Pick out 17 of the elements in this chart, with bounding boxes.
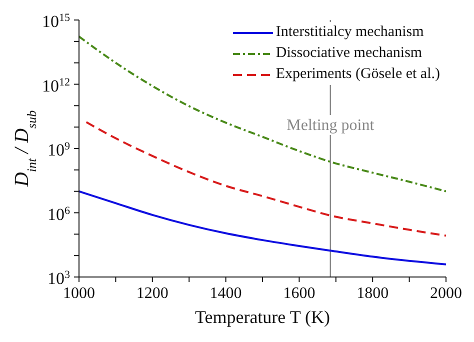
y-tick-label: 10$^{15}$ bbox=[42, 12, 70, 31]
x-tick-label: 1400 bbox=[210, 285, 242, 302]
x-tick-label: 1800 bbox=[356, 285, 389, 302]
legend-label: Interstitialcy mechanism bbox=[276, 23, 424, 42]
x-axis-title: Temperature T (K) bbox=[194, 307, 330, 327]
line-series bbox=[79, 190, 446, 266]
y-tick-label: 10$^{6}$ bbox=[47, 204, 70, 224]
x-tick-label: 1000 bbox=[63, 285, 95, 302]
x-tick-label: 1200 bbox=[136, 285, 168, 302]
legend-label: Dissociative mechanism bbox=[276, 44, 422, 63]
y-tick-label: 10$^{3}$ bbox=[47, 269, 70, 288]
legend-label: Experiments (Gösele et al.) bbox=[276, 65, 440, 84]
x-tick-label: 1600 bbox=[283, 285, 316, 302]
ref-line-label: Melting point bbox=[286, 117, 375, 134]
y-tick-label: 10$^{9}$ bbox=[47, 140, 70, 160]
y-tick-label: 10$^{12}$ bbox=[42, 76, 70, 96]
x-tick-label: 2000 bbox=[430, 285, 462, 302]
